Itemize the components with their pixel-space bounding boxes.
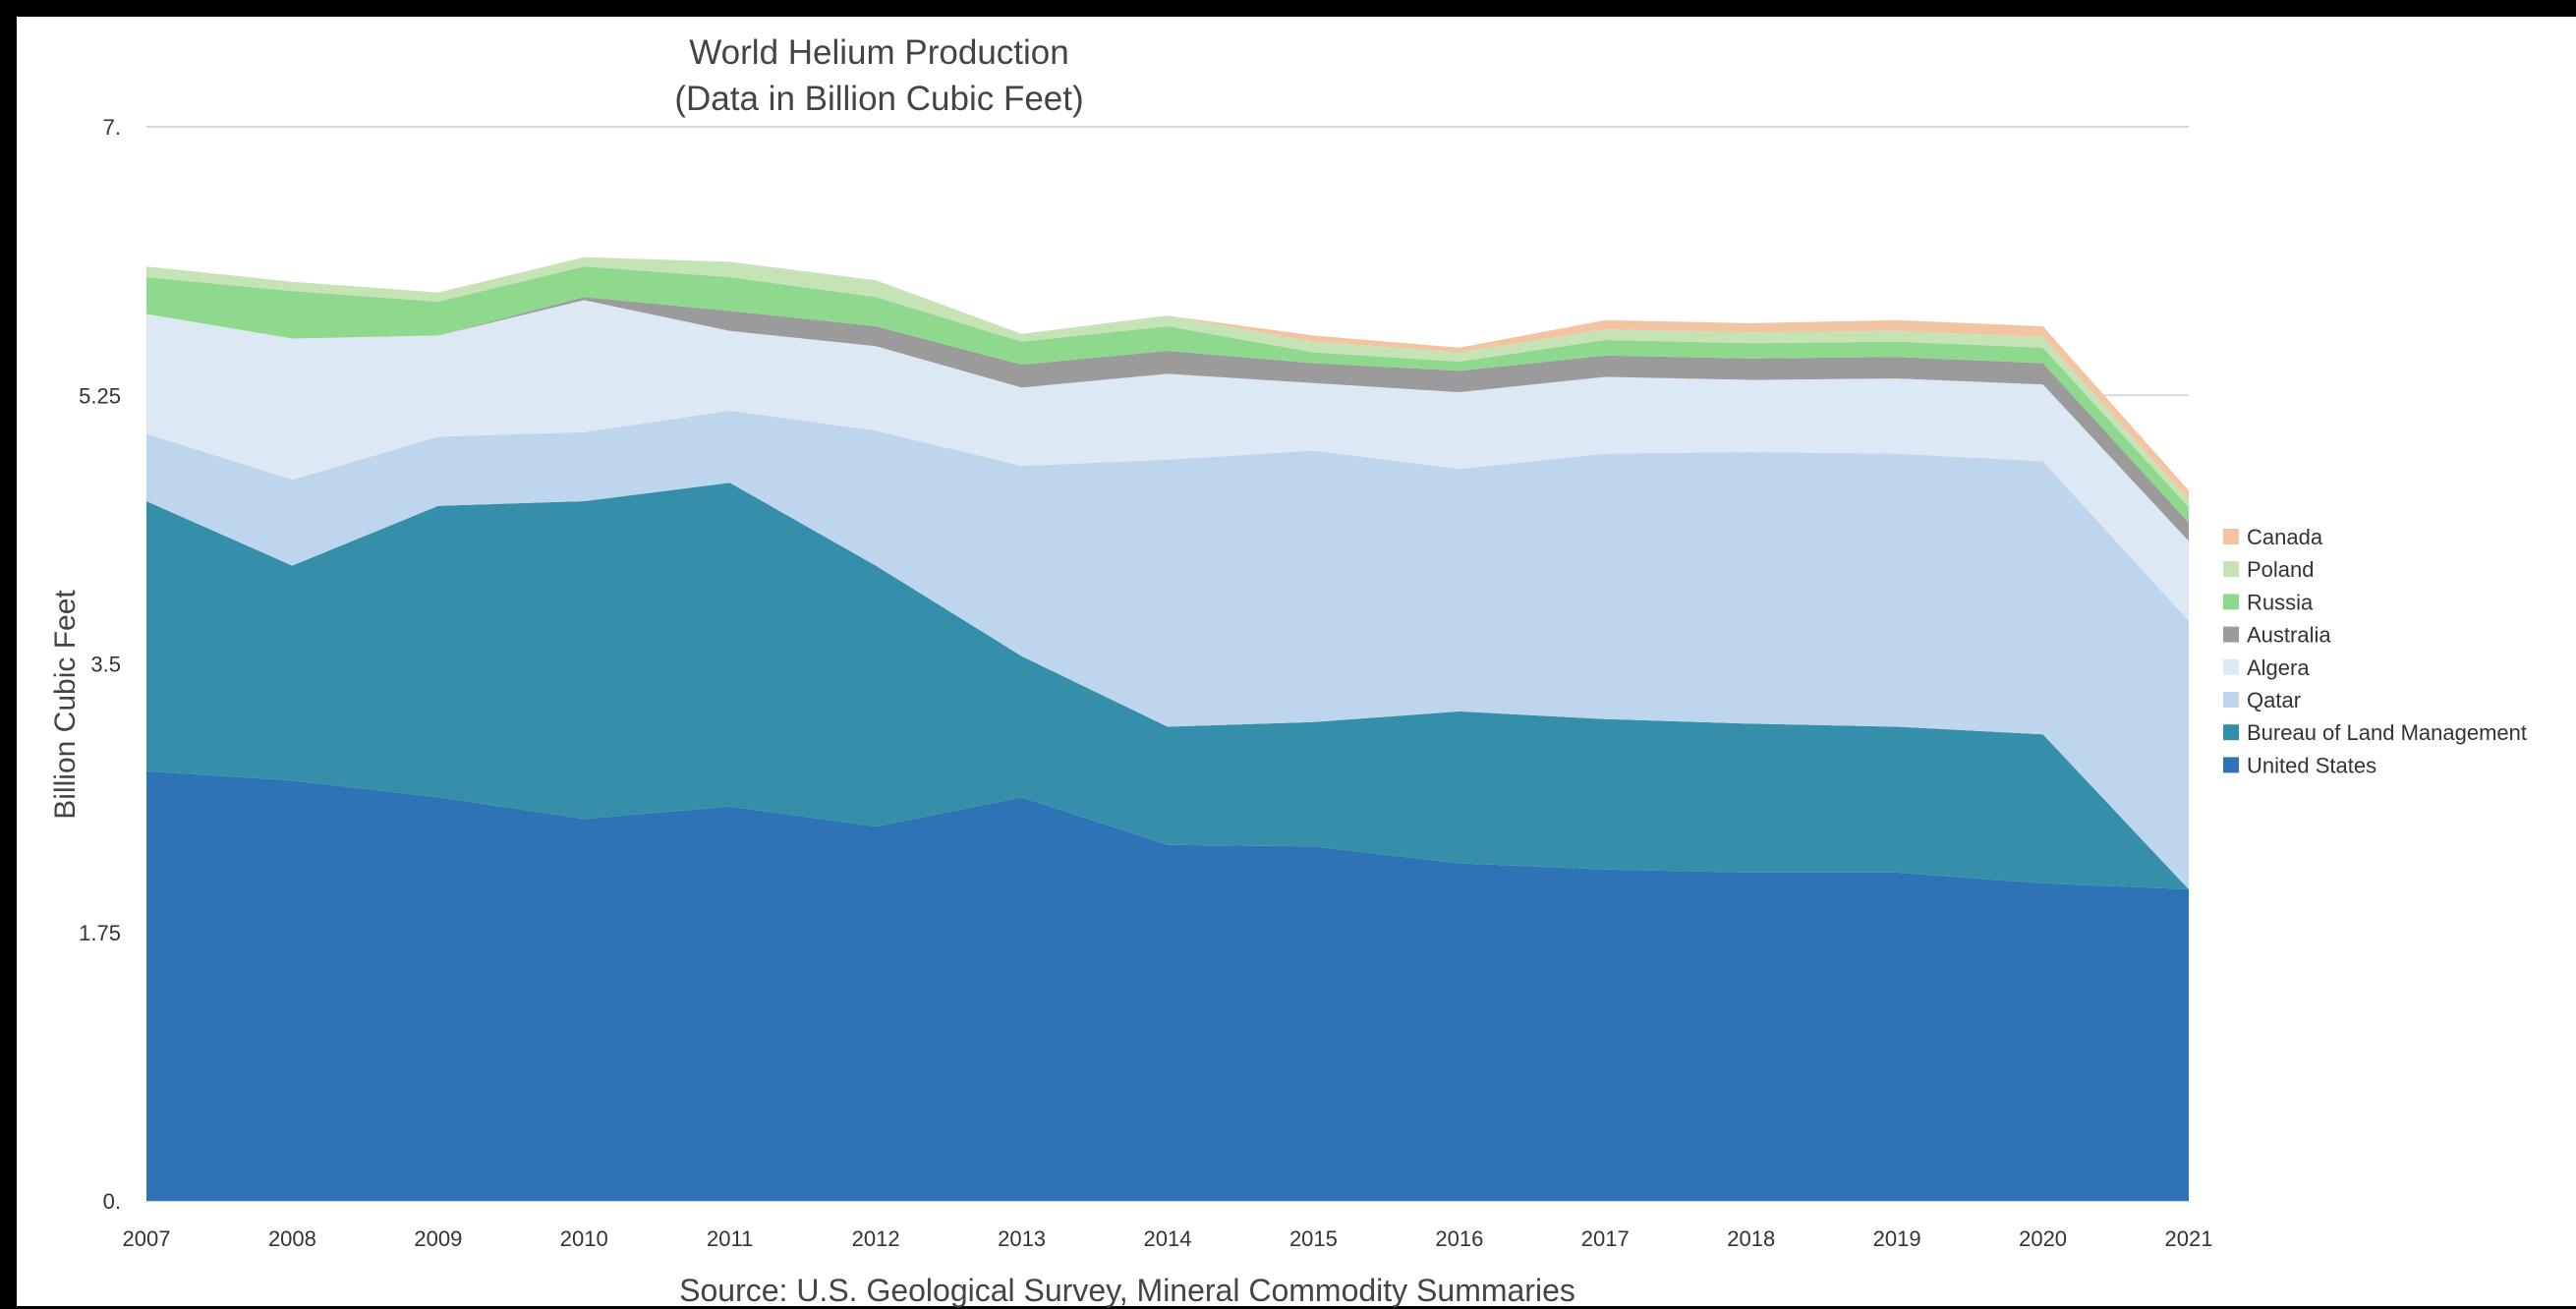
x-tick-label: 2019 — [1873, 1226, 1921, 1251]
series-area-qatar — [146, 410, 2189, 889]
legend-swatch-poland — [2223, 561, 2239, 578]
series-area-algera — [146, 300, 2189, 621]
chart-subtitle: (Data in Billion Cubic Feet) — [674, 80, 1084, 118]
legend-swatch-algera — [2223, 658, 2239, 675]
legend-swatch-bureau-of-land-management — [2223, 724, 2239, 741]
y-tick-label: 5.25 — [79, 383, 121, 408]
chart-panel: World Helium Production (Data in Billion… — [17, 17, 2576, 1308]
legend-label-algera: Algera — [2247, 655, 2310, 680]
x-tick-label: 2010 — [560, 1226, 608, 1251]
x-tick-label: 2016 — [1435, 1226, 1483, 1251]
series-area-united-states — [146, 770, 2189, 1201]
x-tick-label: 2013 — [998, 1226, 1046, 1251]
legend-swatch-russia — [2223, 594, 2239, 610]
x-tick-label: 2018 — [1727, 1226, 1775, 1251]
x-tick-label: 2012 — [852, 1226, 900, 1251]
legend-swatch-canada — [2223, 529, 2239, 544]
legend-label-united-states: United States — [2247, 753, 2376, 777]
legend-swatch-australia — [2223, 626, 2239, 643]
legend-label-russia: Russia — [2247, 590, 2314, 614]
chart-title: World Helium Production — [689, 33, 1069, 72]
y-tick-label: 1.75 — [79, 921, 121, 945]
x-tick-label: 2017 — [1581, 1226, 1630, 1251]
y-tick-label: 7. — [103, 115, 121, 140]
chart-source: Source: U.S. Geological Survey, Mineral … — [679, 1273, 1575, 1308]
x-tick-label: 2008 — [268, 1226, 316, 1251]
x-tick-label: 2020 — [2019, 1226, 2067, 1251]
legend-swatch-qatar — [2223, 692, 2239, 708]
legend-label-australia: Australia — [2247, 623, 2331, 648]
y-tick-label: 3.5 — [90, 653, 121, 677]
x-tick-label: 2015 — [1289, 1226, 1338, 1251]
x-tick-label: 2021 — [2165, 1226, 2213, 1251]
legend-label-poland: Poland — [2247, 557, 2315, 582]
area-chart: 0. 1.75 3.5 5.25 7. 2007 2008 2009 2010 2011 2012 2… — [79, 115, 2527, 1251]
legend-label-bureau-of-land-management: Bureau of Land Management — [2247, 720, 2527, 745]
x-tick-label: 2011 — [707, 1226, 753, 1251]
legend-swatch-united-states — [2223, 757, 2239, 773]
x-tick-label: 2014 — [1144, 1226, 1192, 1251]
x-tick-label: 2007 — [123, 1226, 171, 1251]
y-tick-label: 0. — [103, 1189, 121, 1214]
legend-label-canada: Canada — [2247, 525, 2323, 549]
x-tick-label: 2009 — [414, 1226, 462, 1251]
series-area-bureau-of-land-management — [146, 483, 2189, 889]
legend-label-qatar: Qatar — [2247, 688, 2301, 712]
series-area-australia — [146, 297, 2189, 541]
